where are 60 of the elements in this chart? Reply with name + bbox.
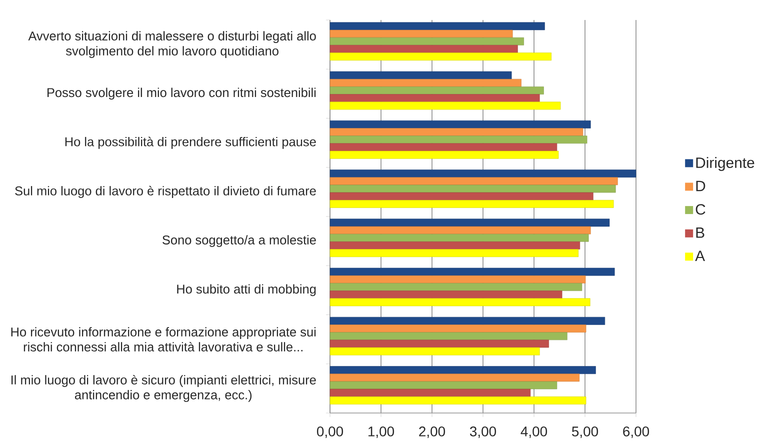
bar — [330, 45, 518, 53]
bar — [330, 184, 616, 193]
bar — [330, 242, 580, 250]
bar — [330, 374, 580, 382]
bar — [330, 150, 559, 159]
y-tick-label: Sono soggetto/a a molestie — [162, 235, 316, 247]
bar — [330, 37, 524, 46]
x-tick-label: 3,00 — [470, 426, 496, 438]
y-tick-label: Posso svolgere il mio lavoro con ritmi sostenibili — [48, 88, 316, 100]
y-tick-label: Sul mio luogo di lavoro è rispettato il divieto di fumare — [15, 186, 316, 198]
bar — [330, 143, 558, 152]
bar — [330, 268, 615, 276]
legend-label: B — [696, 228, 704, 238]
bar — [330, 234, 589, 242]
bar — [330, 290, 562, 299]
bar — [330, 94, 540, 102]
bar — [330, 388, 531, 397]
bar — [330, 316, 606, 325]
bar — [330, 324, 586, 332]
bar — [330, 381, 558, 390]
y-tick-label: Ho la possibilità di prendere sufficienti pause — [65, 136, 316, 149]
y-tick-label: Ho subito atti di mobbing — [177, 284, 316, 296]
bar — [330, 332, 568, 340]
bar — [330, 396, 586, 404]
bar — [330, 340, 549, 348]
bar — [330, 275, 586, 284]
bar — [330, 78, 522, 87]
bar — [330, 192, 594, 200]
bar — [330, 52, 552, 61]
bar — [330, 170, 636, 178]
bar — [330, 30, 513, 38]
legend-label: A — [695, 250, 706, 262]
x-tick-label: 4,00 — [520, 426, 548, 438]
legend-label: C — [696, 204, 706, 215]
x-tick-label: 1,00 — [368, 426, 394, 438]
x-tick-label: 0,00 — [316, 426, 344, 438]
bar — [330, 249, 579, 258]
y-tick-label: Avverto situazioni di malessere o disturbi legati allo svolgimento del mio lavoro quotidiano — [28, 31, 316, 58]
bar — [330, 120, 591, 128]
x-tick-label: 5,00 — [572, 426, 598, 438]
bar — [330, 218, 610, 227]
bar — [330, 136, 588, 144]
x-tick-label: 2,00 — [419, 426, 446, 438]
x-tick-label: 6,00 — [623, 426, 650, 438]
legend-label: D — [696, 180, 706, 192]
bar — [330, 283, 582, 291]
bar — [330, 86, 544, 94]
legend-label: Dirigente — [696, 157, 754, 171]
y-tick-label: Il mio luogo di lavoro è sicuro (impianti elettrici, misure antincendio e emergenza, ecc.) — [11, 374, 316, 402]
y-tick-label: Ho ricevuto informazione e formazione appropriate sui rischi connessi alla mia attività lavorativa e sulle... — [11, 327, 316, 352]
bar — [330, 347, 540, 356]
bar — [330, 177, 618, 186]
bar — [330, 366, 596, 374]
bar — [330, 102, 561, 110]
bar — [330, 200, 614, 208]
bar — [330, 71, 512, 80]
bar — [330, 128, 584, 136]
bar — [330, 298, 590, 306]
bar — [330, 226, 591, 234]
bar — [330, 22, 545, 30]
